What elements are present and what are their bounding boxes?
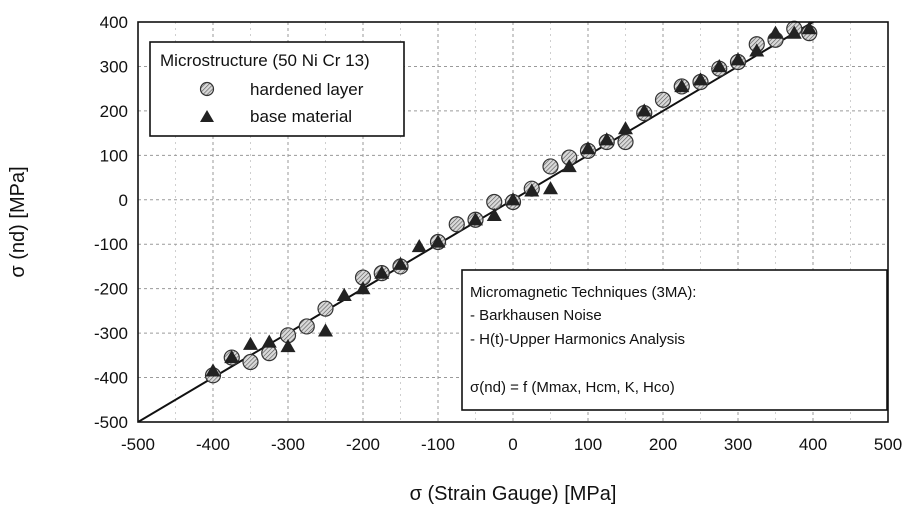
base-material-point [243,336,258,350]
base-material-point [486,207,502,221]
x-axis-title: σ (Strain Gauge) [MPa] [410,483,617,505]
legend-box [149,41,405,137]
base-material-point [374,265,390,279]
legend-title: Microstructure (50 Ni Cr 13) [160,51,370,70]
hardened-layer-point [242,353,259,371]
legend-label-hardened-layer: hardened layer [250,80,364,99]
hardened-layer-point [654,91,672,108]
base-material-point [599,132,615,146]
x-tick-label: 300 [724,435,752,454]
base-material-marker-icon [200,110,214,122]
y-tick-label: -100 [94,235,128,254]
x-tick-label: -200 [346,435,380,454]
base-material-point [280,338,296,353]
base-material-point [561,158,577,173]
x-tick-label: -100 [421,435,455,454]
annotation-line-2: - Barkhausen Noise [470,307,602,324]
hardened-layer-point [298,318,315,335]
x-tick-label: 500 [874,435,902,454]
annotation-line-1: Micromagnetic Techniques (3MA): [470,284,696,301]
base-material-point [636,103,652,117]
hardened-layer-point [317,300,334,317]
base-material-point [801,21,817,35]
hardened-layer-point [448,216,465,233]
x-tick-label: 100 [574,435,602,454]
y-tick-label: -300 [94,324,128,343]
y-tick-label: 0 [119,191,128,210]
x-tick-label: 200 [649,435,677,454]
base-material-point [693,72,708,86]
x-tick-label: 0 [508,435,517,454]
plot-frame [137,21,889,423]
base-material-point [318,323,333,337]
x-tick-label: -400 [196,435,230,454]
base-material-point [430,234,446,248]
base-material-point [505,192,521,206]
legend-label-base-material: base material [250,107,352,126]
y-tick-label: -400 [94,369,128,388]
base-material-point [768,25,783,39]
hardened-layer-point [542,158,559,175]
y-axis-title: σ (nd) [MPa] [7,166,29,277]
x-tick-label: -500 [121,435,155,454]
data-points [204,20,818,384]
base-material-point [224,350,240,364]
base-material-point [355,281,371,295]
base-material-point [749,43,765,57]
base-material-point [524,183,540,197]
y-tick-label: -200 [94,280,128,299]
hardened-layer-marker-icon [199,81,215,97]
y-tick-label: 300 [100,57,128,76]
base-material-point [336,287,352,301]
base-material-point [730,52,746,66]
base-material-point [580,141,596,155]
annotation-box [461,269,888,411]
base-material-point [786,25,802,39]
annotation-line-3: - H(t)-Upper Harmonics Analysis [470,331,685,348]
base-material-point [393,256,408,270]
base-material-point [618,121,633,135]
base-material-point [711,58,727,73]
annotation-formula: σ(nd) = f (Mmax, Hcm, K, Hco) [470,379,675,396]
hardened-layer-point [617,133,634,151]
legend: Microstructure (50 Ni Cr 13) hardened la… [149,41,405,137]
base-material-point [205,363,221,377]
method-annotation: Micromagnetic Techniques (3MA): - Barkha… [461,269,888,411]
base-material-point [411,238,427,253]
y-tick-label: -500 [94,413,128,432]
hardened-layer-point [486,193,503,211]
base-material-point [261,334,277,348]
hardened-layer-point [261,345,278,362]
y-tick-label: 100 [100,146,128,165]
x-tick-label: 400 [799,435,827,454]
y-tick-label: 200 [100,102,128,121]
y-tick-label: 400 [100,13,128,32]
x-tick-label: -300 [271,435,305,454]
x-tick-labels: -500 -400 -300 -200 -100 0 100 200 300 400 500 [121,435,902,454]
base-material-point [468,212,483,226]
base-material-point [674,78,690,93]
base-material-point [543,181,558,195]
